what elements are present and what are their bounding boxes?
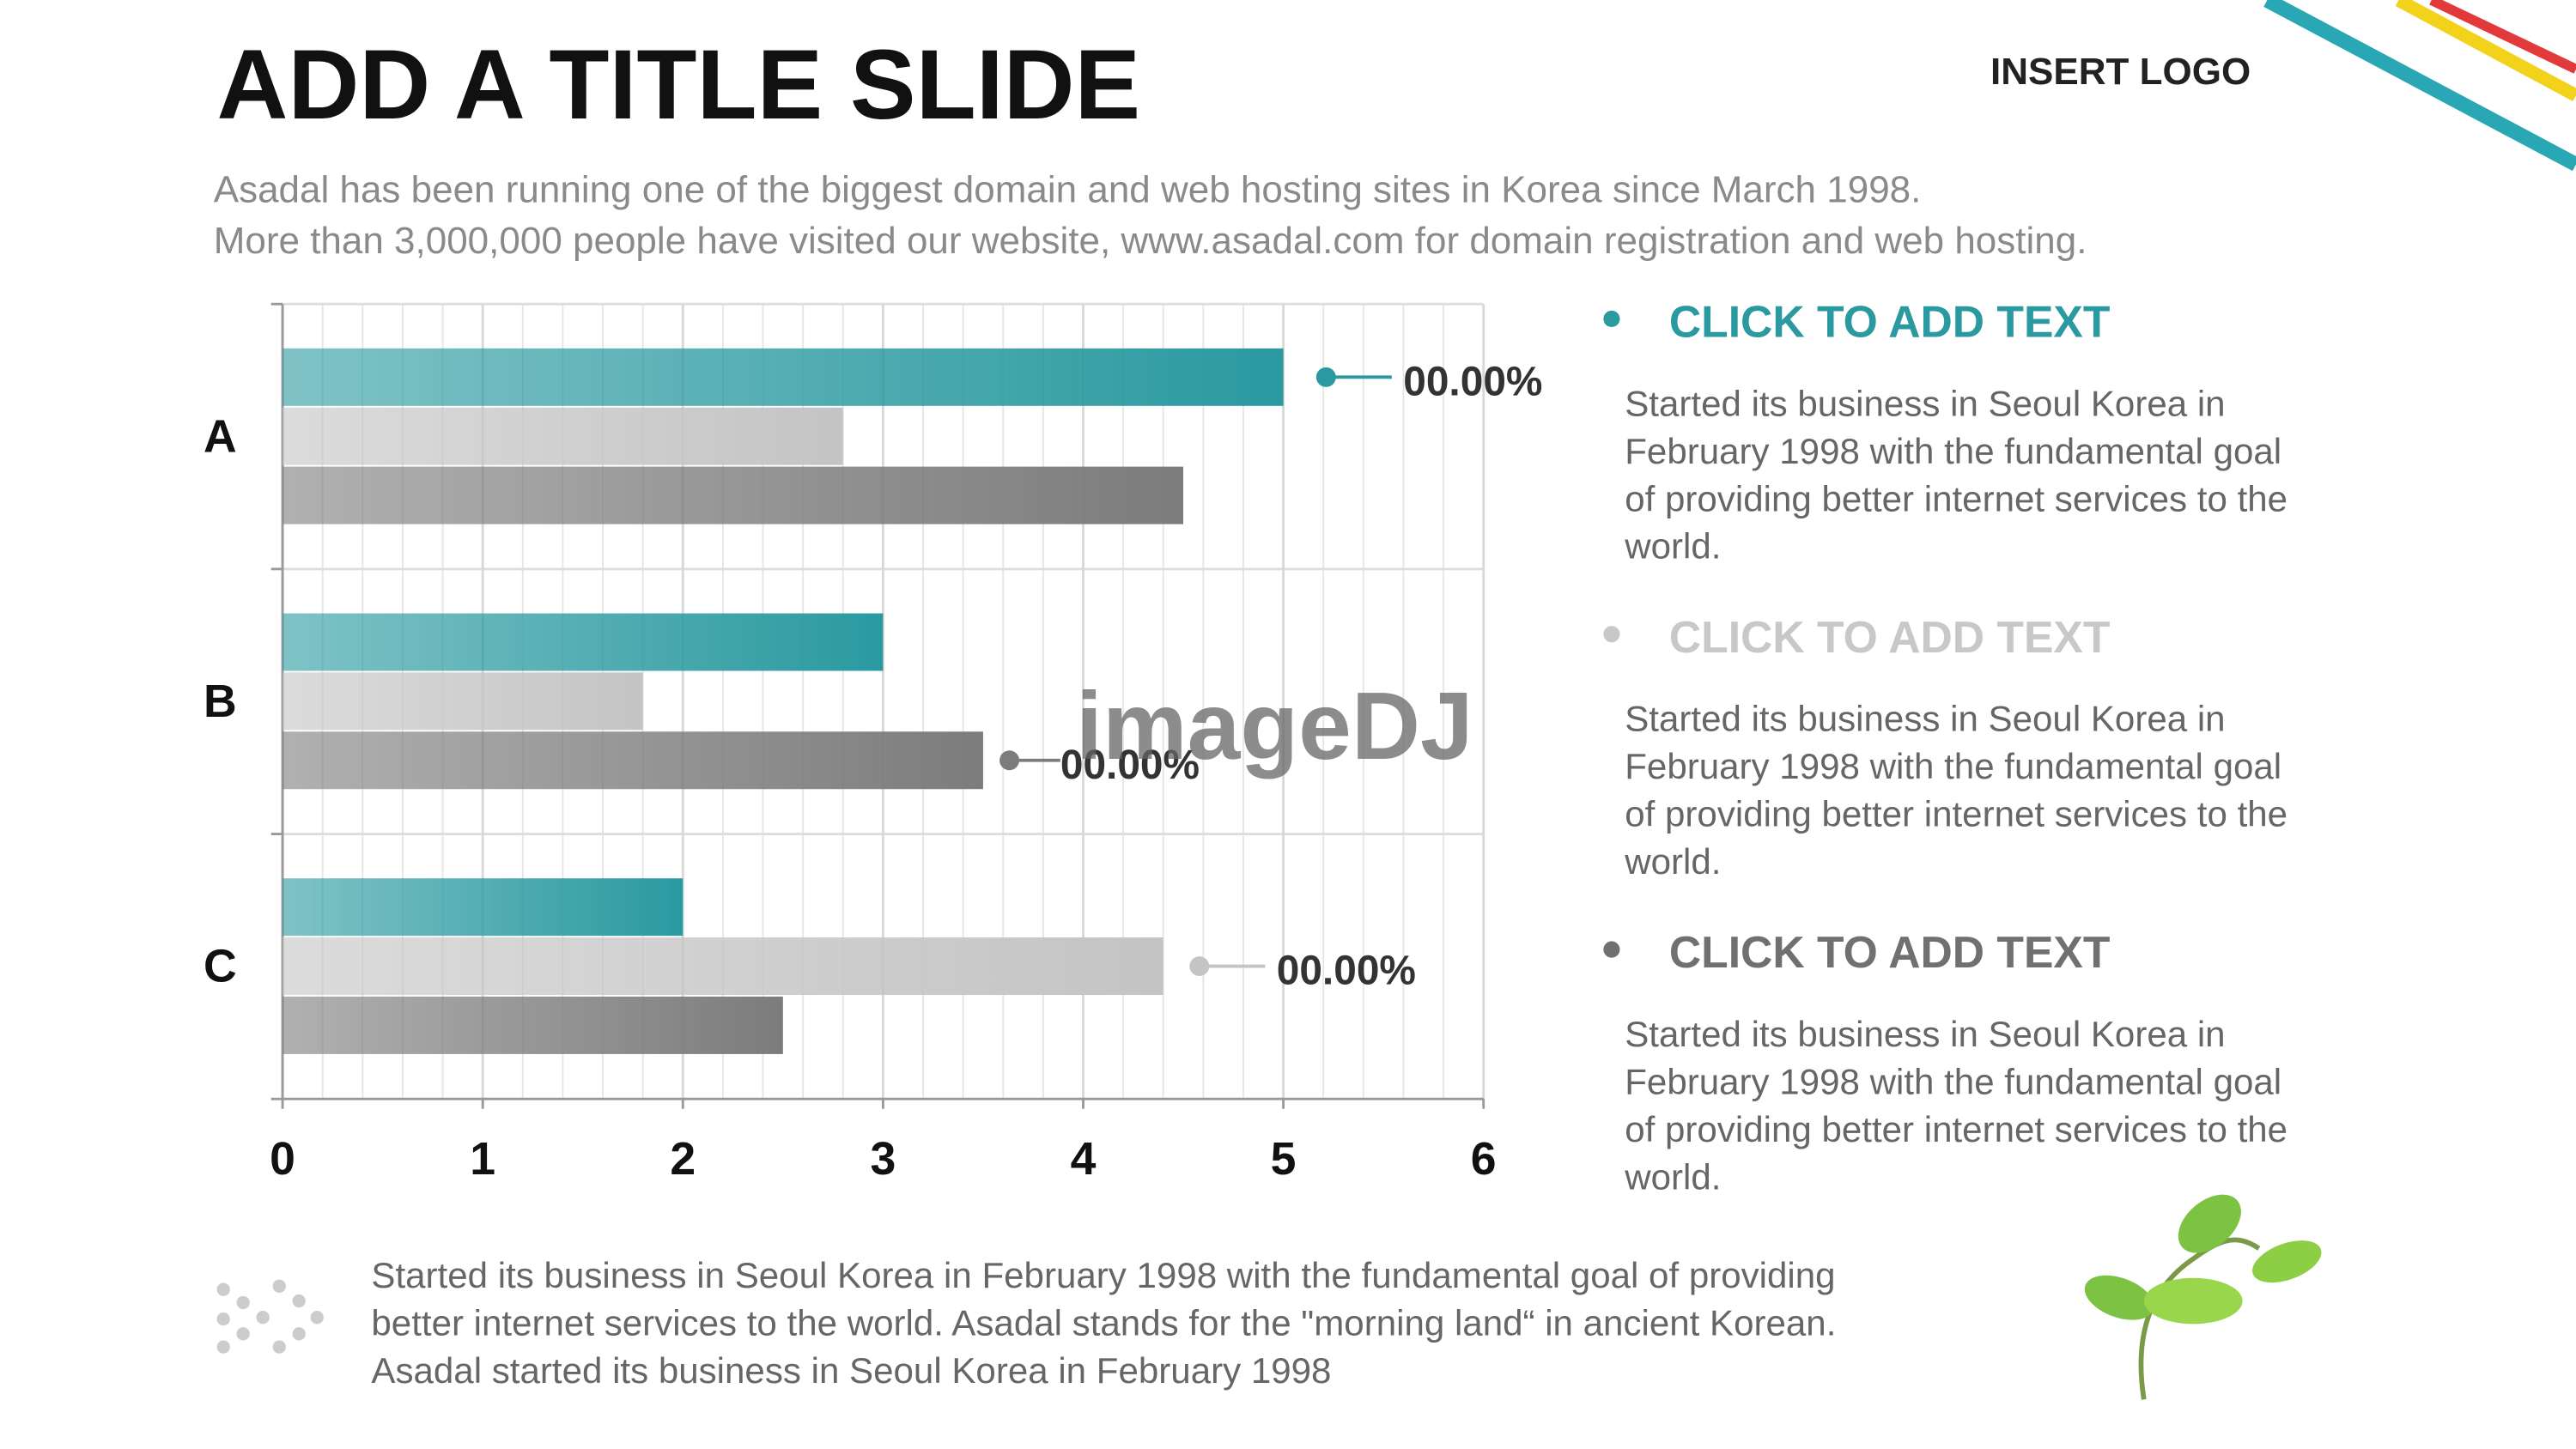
item-body: February 1998 with the fundamental goal [1625,1061,2281,1101]
sprout [2084,1194,2322,1400]
bar [283,613,884,671]
footer-text: Asadal started its business in Seoul Kor… [371,1350,1331,1391]
bullet [1603,626,1620,643]
annotation: 00.00% [1403,359,1542,404]
x-tick-label: 0 [270,1134,295,1185]
item-body: Started its business in Seoul Korea in [1625,383,2225,423]
dots [216,1279,324,1354]
bullet [1603,941,1620,958]
item-heading: CLICK TO ADD TEXT [1669,296,2111,346]
item-body: of providing better internet services to… [1625,1109,2287,1149]
footer-text: Started its business in Seoul Korea in F… [371,1255,1835,1295]
item-body: Started its business in Seoul Korea in [1625,1014,2225,1054]
stripes [2263,0,2576,172]
y-tick-label: A [204,411,237,462]
x-tick-label: 2 [670,1134,696,1185]
title: ADD A TITLE SLIDE [217,30,1141,140]
bullet [1603,310,1620,327]
y-tick-label: C [204,942,237,992]
item-body: February 1998 with the fundamental goal [1625,746,2281,786]
bar [283,672,643,731]
bar [283,878,683,937]
bar [283,466,1184,524]
item-body: world. [1624,841,1721,882]
x-tick-label: 4 [1071,1134,1097,1185]
annotation-dot [1189,956,1210,977]
logo: INSERT LOGO [1990,51,2251,93]
watermark: imageDJ [1076,673,1473,779]
item-body: of providing better internet services to… [1625,794,2287,834]
item-heading: CLICK TO ADD TEXT [1669,612,2111,662]
item-body: February 1998 with the fundamental goal [1625,431,2281,471]
annotation-dot [1315,367,1336,387]
x-tick-label: 3 [870,1134,896,1185]
bar [283,348,1284,406]
item-body: Started its business in Seoul Korea in [1625,699,2225,739]
x-tick-label: 6 [1471,1134,1497,1185]
annotation-dot [999,750,1020,771]
annotation: 00.00% [1277,949,1416,994]
annotation: 00.00% [1060,743,1200,788]
subtitle: More than 3,000,000 people have visited … [214,220,2087,262]
item-heading: CLICK TO ADD TEXT [1669,927,2111,977]
item-body: world. [1624,526,1721,567]
item-body: of providing better internet services to… [1625,478,2287,518]
subtitle: Asadal has been running one of the bigge… [214,169,1922,211]
x-tick-label: 5 [1271,1134,1297,1185]
y-tick-label: B [204,676,237,727]
bar [283,937,1163,996]
footer-text: better internet services to the world. A… [371,1303,1836,1343]
bar [283,996,783,1054]
bar [283,407,843,465]
x-tick-label: 1 [470,1134,495,1185]
bar [283,731,983,790]
item-body: world. [1624,1156,1721,1197]
